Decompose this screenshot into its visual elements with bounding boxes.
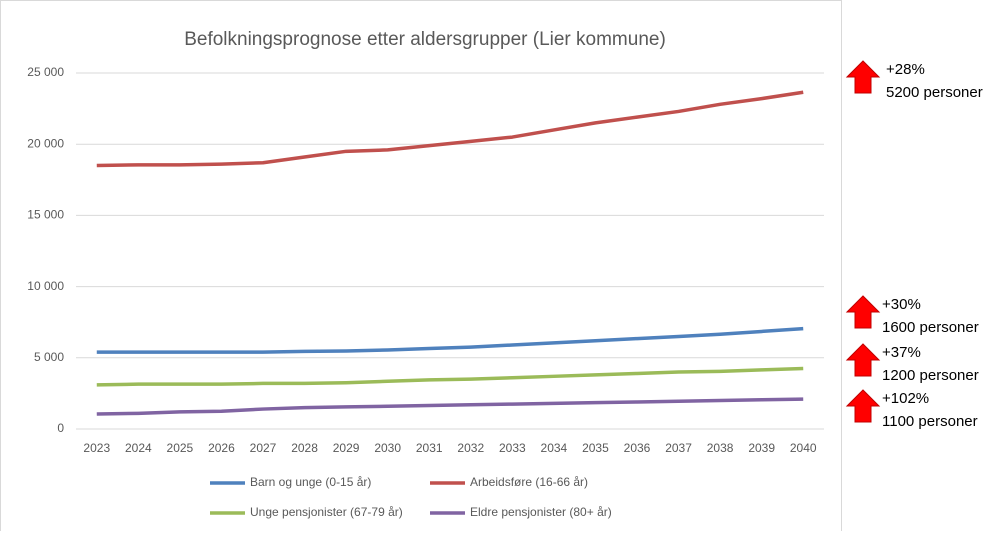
y-tick-label: 0: [57, 421, 64, 435]
annotation-text: 1600 personer: [882, 319, 979, 336]
annotation-arrow: [845, 295, 881, 329]
legend-label: Unge pensjonister (67-79 år): [250, 505, 403, 519]
x-tick-label: 2037: [665, 441, 692, 455]
x-tick-label: 2038: [707, 441, 734, 455]
y-tick-label: 5 000: [34, 350, 64, 364]
x-tick-label: 2035: [582, 441, 609, 455]
legend-label: Eldre pensjonister (80+ år): [470, 505, 612, 519]
annotation-text: 1100 personer: [882, 413, 978, 430]
x-tick-label: 2040: [790, 441, 817, 455]
x-tick-label: 2034: [541, 441, 568, 455]
annotation-text: 1200 personer: [882, 367, 979, 384]
x-tick-label: 2025: [167, 441, 194, 455]
legend-label: Arbeidsføre (16-66 år): [470, 475, 588, 489]
legend-label: Barn og unge (0-15 år): [250, 475, 371, 489]
y-tick-label: 15 000: [27, 208, 64, 222]
chart-title: Befolkningsprognose etter aldersgrupper …: [184, 29, 666, 50]
annotation-text: +102%: [882, 390, 929, 407]
x-tick-label: 2039: [748, 441, 775, 455]
annotation-arrow: [845, 389, 881, 423]
series-line: [96, 90, 804, 168]
series-line: [96, 366, 804, 387]
x-tick-label: 2029: [333, 441, 360, 455]
annotation-text: +28%: [886, 61, 925, 78]
x-tick-label: 2028: [291, 441, 318, 455]
series-line: [96, 326, 804, 354]
x-tick-label: 2023: [83, 441, 110, 455]
x-tick-label: 2032: [457, 441, 484, 455]
x-tick-label: 2026: [208, 441, 235, 455]
x-tick-label: 2033: [499, 441, 526, 455]
annotation-text: +30%: [882, 296, 921, 313]
annotation-text: 5200 personer: [886, 84, 983, 101]
x-tick-label: 2030: [374, 441, 401, 455]
y-tick-label: 25 000: [27, 65, 64, 79]
chart-area: [0, 0, 842, 536]
x-tick-label: 2024: [125, 441, 152, 455]
annotation-arrow: [845, 343, 881, 377]
x-tick-label: 2031: [416, 441, 443, 455]
series-line: [96, 397, 804, 416]
annotation-text: +37%: [882, 344, 921, 361]
x-tick-label: 2027: [250, 441, 277, 455]
y-tick-label: 20 000: [27, 136, 64, 150]
annotation-arrow: [845, 60, 881, 94]
x-tick-label: 2036: [624, 441, 651, 455]
y-tick-label: 10 000: [27, 279, 64, 293]
